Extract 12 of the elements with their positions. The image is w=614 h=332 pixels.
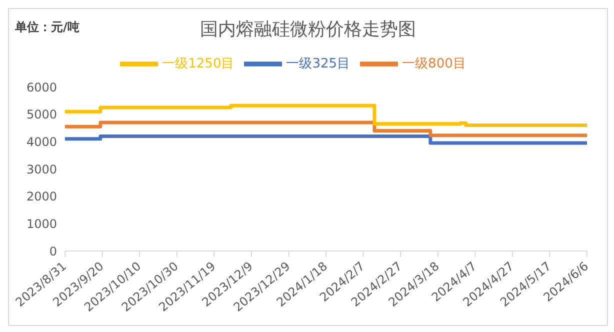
legend-label: 一级800目: [402, 56, 466, 72]
y-tick-label: 5000: [26, 108, 57, 122]
legend-label: 一级1250目: [162, 56, 234, 72]
text: 单位：元/吨: [15, 19, 80, 36]
chart-title: 国内熔融硅微粉价格走势图: [200, 19, 416, 40]
y-tick-label: 3000: [26, 162, 57, 176]
y-tick-label: 0: [49, 244, 57, 258]
y-tick-label: 2000: [26, 190, 57, 204]
y-tick-label: 6000: [26, 80, 57, 94]
y-tick-label: 1000: [26, 216, 57, 231]
y-tick-label: 4000: [26, 134, 57, 149]
legend-label: 一级325目: [286, 56, 350, 72]
